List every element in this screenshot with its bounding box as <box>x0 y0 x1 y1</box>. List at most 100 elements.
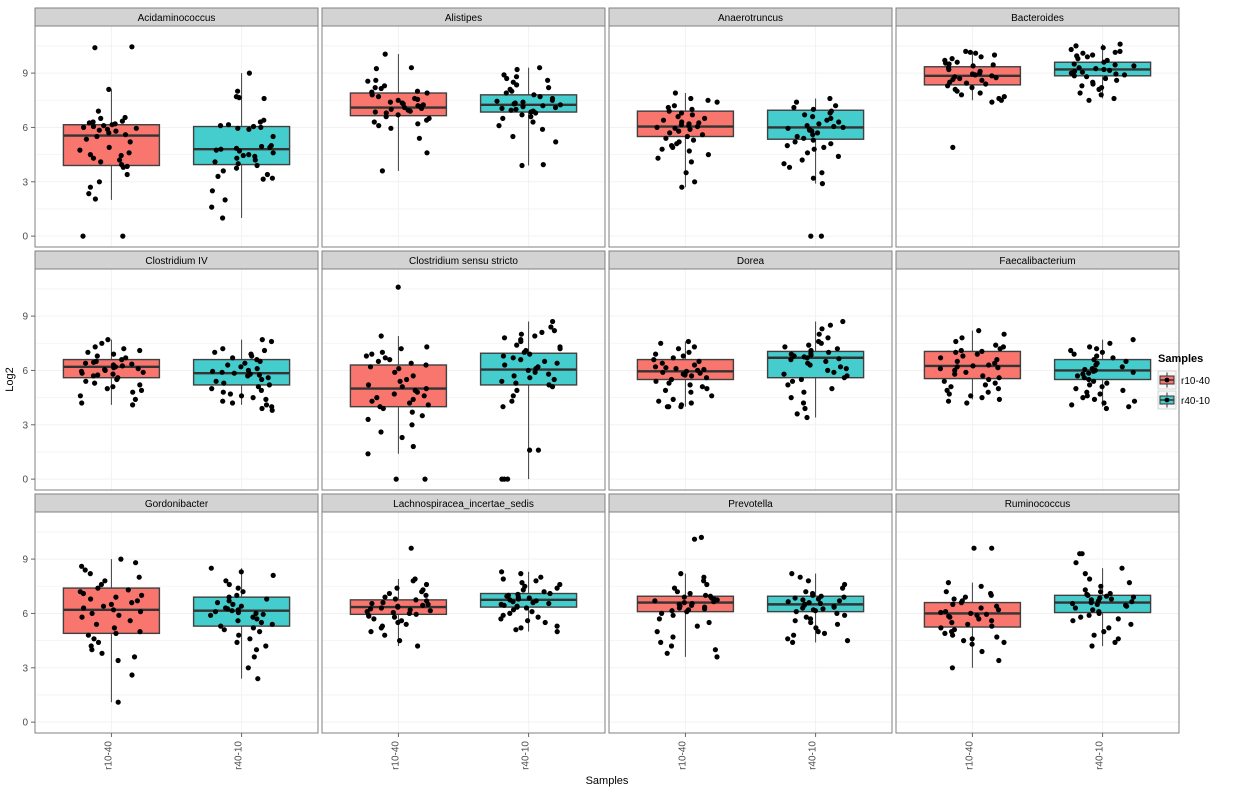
data-point <box>212 349 218 355</box>
data-point <box>410 396 416 402</box>
jitter-points-r40-10 <box>1069 551 1137 649</box>
data-point <box>220 215 226 221</box>
y-axis-tick-label: 6 <box>22 366 28 377</box>
legend-item-r10-40[interactable]: r10-40 <box>1157 370 1210 390</box>
data-point <box>988 592 994 598</box>
strip-background <box>34 493 319 513</box>
data-point <box>1112 62 1118 68</box>
data-point <box>992 360 998 366</box>
data-point <box>500 115 506 121</box>
data-point <box>701 578 707 584</box>
data-point <box>214 600 221 606</box>
data-point <box>395 284 401 290</box>
data-point <box>1070 618 1076 624</box>
boxplot-r10-40[interactable] <box>62 89 161 200</box>
data-point <box>209 188 215 194</box>
data-point <box>986 362 992 368</box>
data-point <box>220 389 226 395</box>
data-point <box>1131 398 1138 404</box>
data-point <box>541 589 547 595</box>
jitter-points-r40-10 <box>785 571 851 646</box>
data-point <box>714 654 720 660</box>
data-point <box>369 92 375 98</box>
data-point <box>1112 639 1118 646</box>
data-point <box>134 598 140 604</box>
data-point <box>408 360 414 366</box>
data-point <box>1076 65 1082 71</box>
data-point <box>513 627 519 633</box>
data-point <box>138 387 145 393</box>
data-point <box>387 357 393 363</box>
data-point <box>843 366 849 372</box>
data-point <box>382 594 388 600</box>
data-point <box>554 629 560 635</box>
data-point <box>82 567 88 573</box>
data-point <box>98 159 104 165</box>
strip-background <box>34 7 319 27</box>
data-point <box>827 95 833 102</box>
boxplot-r40-10[interactable] <box>192 339 291 405</box>
data-point <box>365 382 372 388</box>
data-point <box>962 594 969 600</box>
data-point <box>691 536 698 542</box>
data-point <box>378 333 384 339</box>
data-point <box>676 128 682 134</box>
panel-background <box>609 512 892 733</box>
data-point <box>950 601 956 608</box>
data-point <box>235 585 241 591</box>
box-rect <box>62 124 161 167</box>
data-point <box>992 380 998 386</box>
boxplot-r40-10[interactable] <box>192 568 291 679</box>
data-point <box>511 101 517 107</box>
data-point <box>979 348 985 354</box>
data-point <box>378 429 384 435</box>
data-point <box>393 476 399 482</box>
data-point <box>242 360 248 366</box>
data-point <box>372 85 378 91</box>
data-point <box>1073 386 1079 392</box>
data-point <box>120 233 126 239</box>
data-point <box>238 569 244 575</box>
data-point <box>836 598 843 604</box>
data-point <box>815 596 822 602</box>
data-point <box>372 109 378 115</box>
data-point <box>701 366 707 373</box>
data-point <box>808 619 814 626</box>
data-point <box>1071 73 1077 79</box>
data-point <box>651 357 657 363</box>
data-point <box>116 612 122 618</box>
data-point <box>703 592 709 598</box>
data-point <box>419 589 425 595</box>
data-point <box>234 592 240 598</box>
facet-panel-bacteroides: Bacteroides <box>895 7 1180 248</box>
data-point <box>378 85 384 92</box>
y-axis-tick-label: 9 <box>22 69 28 80</box>
data-point <box>658 340 664 346</box>
data-point <box>268 338 275 345</box>
data-point <box>1071 61 1077 67</box>
jitter-points-r40-10 <box>781 318 850 421</box>
data-point <box>819 326 825 332</box>
legend-item-r40-10[interactable]: r40-10 <box>1157 390 1210 410</box>
data-point <box>694 623 700 629</box>
data-point <box>673 366 679 372</box>
data-point <box>250 625 256 631</box>
data-point <box>131 654 138 660</box>
data-point <box>655 155 661 161</box>
data-point <box>702 115 708 121</box>
data-point <box>424 150 430 156</box>
data-point <box>1082 571 1088 577</box>
data-point <box>212 159 218 165</box>
data-point <box>115 699 121 705</box>
data-point <box>985 389 991 395</box>
data-point <box>786 164 793 170</box>
data-point <box>236 148 242 154</box>
data-point <box>518 338 524 345</box>
data-point <box>375 94 382 100</box>
data-point <box>938 355 944 361</box>
data-point <box>1087 344 1093 350</box>
data-point <box>253 610 259 617</box>
jitter-points-r10-40 <box>364 545 433 649</box>
boxplot-r10-40[interactable] <box>636 93 735 188</box>
data-point <box>678 404 684 410</box>
